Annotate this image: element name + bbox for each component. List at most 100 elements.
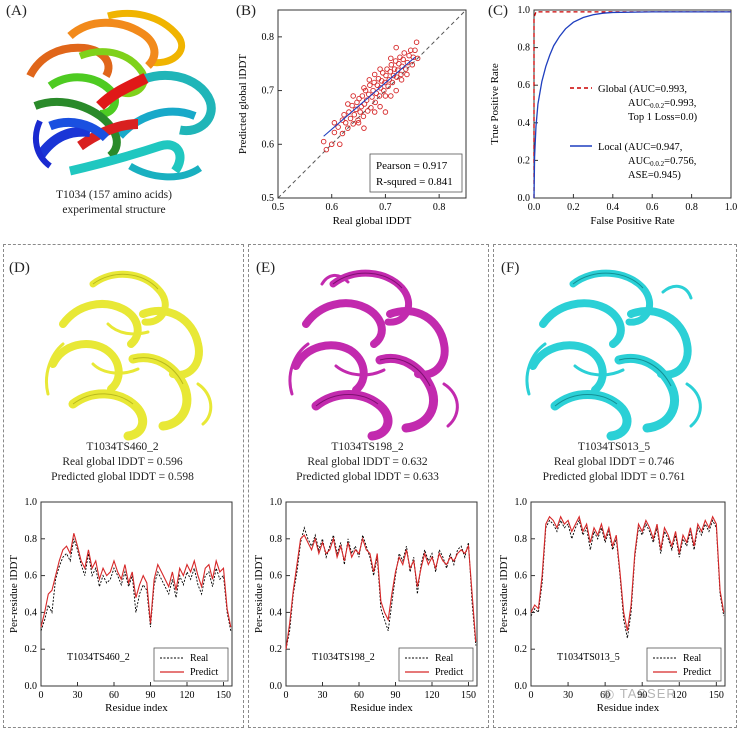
panel-f-box bbox=[493, 244, 737, 728]
model-name: T1034TS460_2 bbox=[86, 441, 159, 453]
fit-line bbox=[323, 56, 416, 137]
x-tick-label: 0 bbox=[39, 690, 44, 701]
protein-structure-a bbox=[26, 10, 216, 181]
panel-c: (C) 0.0 0.2 0.4 0.6 0.8 1.0 0.0 0.2 0.4 0.6 0.8 1.0… bbox=[482, 0, 741, 230]
scatter-point bbox=[376, 93, 383, 99]
scatter-point bbox=[398, 71, 404, 78]
panel-c-label: (C) bbox=[488, 3, 508, 19]
panel-a-caption: T1034 (157 amino acids) experimental str… bbox=[56, 189, 172, 216]
scatter-point bbox=[335, 124, 341, 130]
panel-a-label: (A) bbox=[6, 3, 27, 19]
x-tick-label: 0.5 bbox=[272, 202, 285, 213]
y-tick-label: 0.6 bbox=[515, 571, 528, 582]
inner-model-label: T1034TS013_5 bbox=[557, 652, 620, 663]
y-tick-label: 0.6 bbox=[25, 571, 38, 582]
y-tick-label: 1.0 bbox=[515, 497, 528, 508]
x-tick-label: 0.7 bbox=[379, 202, 392, 213]
scatter-point bbox=[323, 146, 330, 153]
roc-line-local bbox=[533, 11, 731, 199]
y-tick-label: 0.5 bbox=[262, 193, 275, 204]
scatter-point bbox=[382, 93, 389, 99]
y-tick-label: 0.8 bbox=[25, 534, 38, 545]
scatter-point bbox=[360, 113, 367, 120]
x-tick-label: 60 bbox=[600, 690, 610, 701]
scatter-point bbox=[351, 111, 358, 118]
legend-real-label: Real bbox=[683, 653, 702, 664]
plot-frame bbox=[277, 9, 467, 199]
per-residue-chart: 0 30 60 90 120 150 0.0 0.2 0.4 0.6 0.8 1.0 T1034TS01… bbox=[498, 497, 726, 714]
scatter-point bbox=[339, 130, 346, 137]
y-tick-label: 1.0 bbox=[25, 497, 38, 508]
real-global-lddt: Real global lDDT = 0.746 bbox=[553, 456, 675, 468]
panel-b: (B) 0.5 0.6 0.7 0.8 0.5 0.6 0.7 0.8 Pearson = 0.… bbox=[230, 0, 480, 230]
scatter-point bbox=[386, 77, 392, 83]
series-line-predict bbox=[40, 533, 232, 628]
scatter-point bbox=[384, 66, 390, 72]
scatter-point bbox=[331, 129, 338, 136]
scatter-point bbox=[328, 141, 335, 148]
y-tick-label: 0.4 bbox=[518, 118, 531, 129]
scatter-point bbox=[393, 44, 399, 51]
roc-chart: 0.0 0.2 0.4 0.6 0.8 1.0 0.0 0.2 0.4 0.6 0.8 1.0 Glob… bbox=[489, 5, 737, 227]
legend-real-label: Real bbox=[190, 653, 209, 664]
y-tick-label: 0.0 bbox=[270, 681, 283, 692]
scatter-point bbox=[347, 115, 354, 122]
legend-real-label: Real bbox=[435, 653, 454, 664]
panel-d-box bbox=[3, 244, 244, 728]
y-tick-label: 0.6 bbox=[518, 80, 531, 91]
plot-frame bbox=[285, 501, 478, 687]
scatter-point bbox=[342, 120, 349, 126]
watermark: ◎ TASSER bbox=[603, 686, 677, 701]
y-tick-label: 0.2 bbox=[515, 644, 528, 655]
panel-e: (E) T1034TS198_2 Real global lDDT = 0.63… bbox=[248, 244, 487, 726]
scatter-point bbox=[379, 70, 386, 76]
scatter-point bbox=[345, 101, 351, 107]
y-tick-label: 0.7 bbox=[262, 86, 275, 97]
x-tick-label: 150 bbox=[216, 690, 231, 701]
legend-predict-label: Predict bbox=[683, 667, 712, 678]
y-axis-label: Per-residue lDDT bbox=[8, 555, 20, 634]
y-tick-label: 0.6 bbox=[262, 139, 275, 150]
x-tick-label: 60 bbox=[354, 690, 364, 701]
scatter-point bbox=[413, 39, 420, 45]
scatter-point bbox=[381, 87, 387, 94]
x-tick-label: 90 bbox=[390, 690, 400, 701]
scatter-point bbox=[393, 74, 400, 80]
r-squared-label: R-squred = 0.841 bbox=[376, 176, 453, 188]
scatter-point bbox=[320, 138, 327, 145]
y-tick-label: 0.2 bbox=[518, 155, 531, 166]
scatter-point bbox=[371, 71, 378, 78]
protein-structure-d bbox=[45, 270, 213, 441]
y-tick-label: 0.2 bbox=[25, 644, 38, 655]
scatter-point bbox=[389, 79, 396, 86]
y-tick-label: 0.0 bbox=[515, 681, 528, 692]
scatter-point bbox=[377, 85, 384, 91]
x-axis-label: Residue index bbox=[105, 702, 168, 714]
scatter-point bbox=[359, 93, 366, 99]
per-residue-chart: 0 30 60 90 120 150 0.0 0.2 0.4 0.6 0.8 1.0 T1034TS19… bbox=[253, 497, 478, 714]
scatter-point bbox=[412, 47, 418, 54]
scatter-point bbox=[382, 109, 389, 115]
series-line-real bbox=[530, 519, 725, 639]
model-name: T1034TS013_5 bbox=[577, 441, 651, 453]
y-tick-label: 1.0 bbox=[518, 5, 531, 16]
scatter-point bbox=[382, 79, 388, 86]
y-axis-label: Per-residue lDDT bbox=[253, 555, 265, 634]
scatter-point bbox=[388, 55, 394, 62]
scatter-point bbox=[385, 83, 391, 90]
scatter-point bbox=[387, 69, 394, 75]
scatter-point bbox=[391, 66, 398, 72]
y-tick-label: 1.0 bbox=[270, 497, 283, 508]
x-axis-label: Residue index bbox=[350, 702, 413, 714]
scatter-point bbox=[401, 50, 407, 56]
x-tick-label: 0.8 bbox=[433, 202, 446, 213]
scatter-point bbox=[364, 108, 371, 114]
pearson-label: Pearson = 0.917 bbox=[376, 160, 448, 172]
inner-model-label: T1034TS198_2 bbox=[312, 652, 375, 663]
y-tick-label: 0.6 bbox=[270, 571, 283, 582]
legend-box bbox=[646, 647, 722, 682]
x-tick-label: 60 bbox=[109, 690, 119, 701]
x-tick-label: 90 bbox=[145, 690, 155, 701]
legend-local-line3: ASE=0.945) bbox=[628, 170, 681, 181]
legend-global-line1: Global (AUC=0.993, bbox=[598, 84, 687, 95]
